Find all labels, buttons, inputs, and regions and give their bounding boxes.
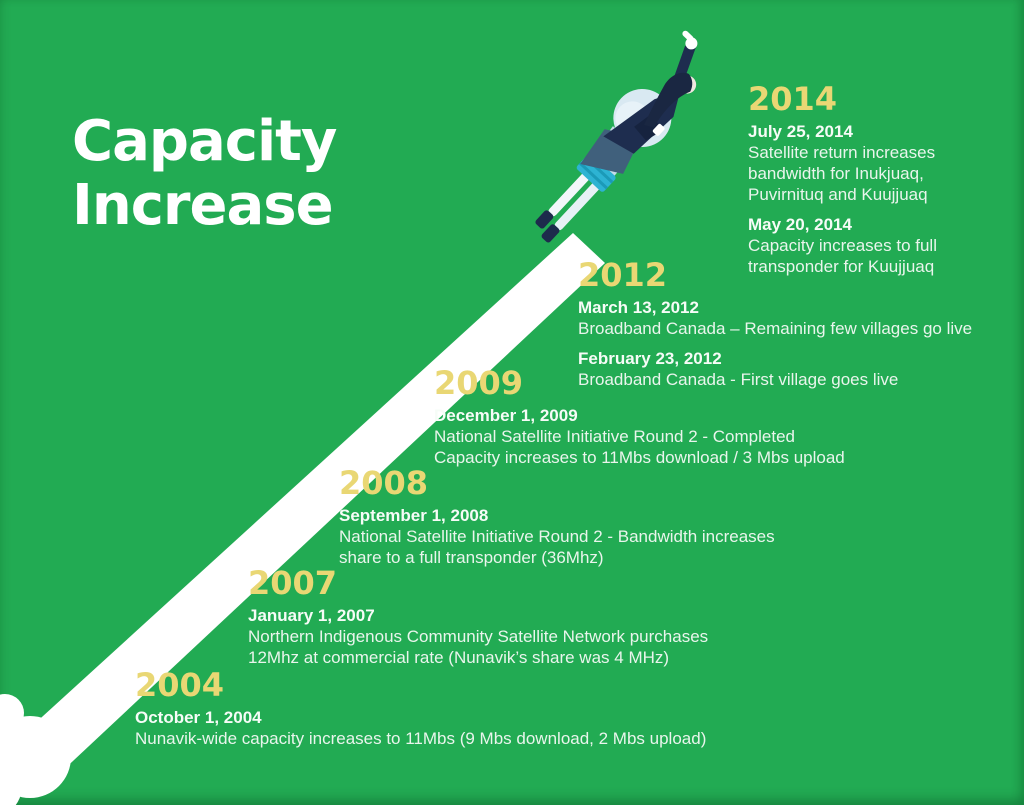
event-date: January 1, 2007	[248, 606, 375, 625]
timeline-entry-2014: 2014 July 25, 2014 Satellite return incr…	[748, 82, 937, 277]
event-text: Capacity increases to 11Mbs download / 3…	[434, 448, 845, 467]
event-text: Puvirnituq and Kuujjuaq	[748, 185, 928, 204]
event-text: share to a full transponder (36Mhz)	[339, 548, 604, 567]
event-text: National Satellite Initiative Round 2 - …	[339, 527, 775, 546]
woman-shoe	[535, 210, 554, 229]
event-date: December 1, 2009	[434, 406, 578, 425]
event-date: September 1, 2008	[339, 506, 489, 525]
page-title-line2: Increase	[72, 173, 334, 238]
timeline-event: September 1, 2008 National Satellite Ini…	[339, 505, 775, 568]
event-date: October 1, 2004	[135, 708, 262, 727]
woman-shoe	[541, 224, 560, 243]
woman-baton	[682, 30, 694, 42]
woman-leg	[554, 173, 608, 231]
timeline-entry-2009: 2009 December 1, 2009 National Satellite…	[434, 366, 845, 468]
year-label: 2012	[578, 256, 668, 294]
event-date: February 23, 2012	[578, 349, 722, 368]
event-date: July 25, 2014	[748, 122, 853, 141]
page-title-line1: Capacity	[72, 109, 337, 174]
timeline-entry-2008: 2008 September 1, 2008 National Satellit…	[339, 466, 775, 568]
event-text: Northern Indigenous Community Satellite …	[248, 627, 709, 646]
woman-leg	[548, 164, 598, 217]
event-text: National Satellite Initiative Round 2 - …	[434, 427, 795, 446]
woman-hair	[644, 72, 693, 128]
year-label: 2007	[248, 564, 338, 602]
event-text: Nunavik-wide capacity increases to 11Mbs…	[135, 729, 707, 748]
timeline-event: May 20, 2014 Capacity increases to full …	[748, 214, 937, 277]
lightbulb-band-stripe	[578, 161, 608, 190]
flying-woman	[535, 30, 698, 243]
event-text: bandwidth for Inukjuaq,	[748, 164, 924, 183]
launch-cloud	[0, 694, 71, 805]
woman-cuff	[652, 123, 665, 136]
event-date: May 20, 2014	[748, 215, 852, 234]
event-text: Broadband Canada – Remaining few village…	[578, 319, 973, 338]
timeline-event: December 1, 2009 National Satellite Init…	[434, 405, 845, 468]
timeline-entry-2012: 2012 March 13, 2012 Broadband Canada – R…	[578, 258, 972, 390]
timeline-entry-2007: 2007 January 1, 2007 Northern Indigenous…	[248, 566, 708, 668]
timeline-event: February 23, 2012 Broadband Canada - Fir…	[578, 348, 972, 390]
event-text: transponder for Kuujjuaq	[748, 257, 935, 276]
event-text: Capacity increases to full	[748, 236, 937, 255]
event-text: Broadband Canada - First village goes li…	[578, 370, 899, 389]
event-text: 12Mhz at commercial rate (Nunavik’s shar…	[248, 648, 670, 667]
timeline-entry-2004: 2004 October 1, 2004 Nunavik-wide capaci…	[135, 668, 706, 749]
timeline-event: January 1, 2007 Northern Indigenous Comm…	[248, 605, 708, 668]
year-label: 2009	[434, 364, 524, 402]
timeline-event: October 1, 2004 Nunavik-wide capacity in…	[135, 707, 706, 749]
year-label: 2004	[135, 666, 225, 704]
event-text: Satellite return increases	[748, 143, 936, 162]
year-label: 2008	[339, 464, 429, 502]
timeline-event: March 13, 2012 Broadband Canada – Remain…	[578, 297, 972, 339]
rocket-trail	[20, 233, 605, 775]
year-label: 2014	[748, 80, 838, 118]
event-date: March 13, 2012	[578, 298, 699, 317]
page-title: Capacity Increase	[72, 109, 337, 238]
timeline-event: July 25, 2014 Satellite return increases…	[748, 121, 937, 205]
